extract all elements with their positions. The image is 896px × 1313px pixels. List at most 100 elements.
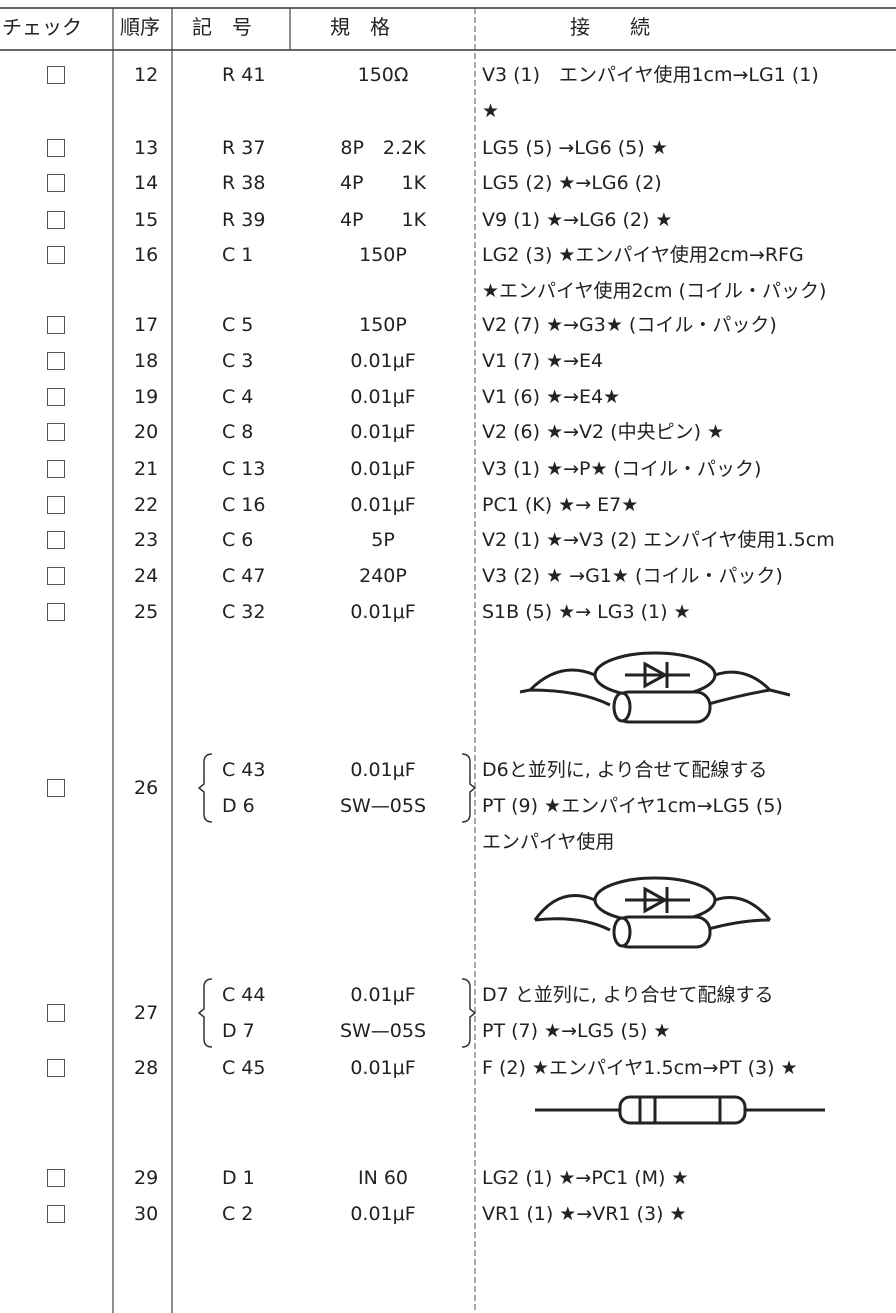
checkbox: [47, 603, 65, 621]
checkbox: [47, 1059, 65, 1077]
spec: 0.01μF: [350, 1203, 416, 1225]
symbol: R 41: [222, 64, 266, 86]
spec: 150Ω: [357, 64, 409, 86]
connection: LG2 (3) ★エンパイヤ使用2cm→RFG: [482, 244, 804, 266]
checkbox: [47, 246, 65, 264]
illustration-diode-capacitor: [519, 651, 791, 724]
header-order: 順序: [120, 15, 160, 39]
connection: V9 (1) ★→LG6 (2) ★: [482, 209, 673, 231]
connection: VR1 (1) ★→VR1 (3) ★: [482, 1203, 687, 1225]
order: 12: [134, 64, 159, 86]
checkbox: [47, 423, 65, 441]
checkbox: [47, 531, 65, 549]
connection: PC1 (K) ★→ E7★: [482, 494, 639, 516]
symbol: D 7: [222, 1020, 255, 1042]
spec: 0.01μF: [350, 494, 416, 516]
symbol: C 32: [222, 601, 266, 623]
bracket: [197, 978, 213, 1048]
order: 28: [134, 1057, 159, 1079]
order: 19: [134, 386, 159, 408]
order: 30: [134, 1203, 159, 1225]
connection: ★エンパイヤ使用2cm (コイル・パック): [482, 280, 827, 302]
symbol: R 37: [222, 137, 266, 159]
illustration-diode-capacitor: [533, 876, 772, 949]
connection: V3 (1) ★→P★ (コイル・パック): [482, 458, 762, 480]
order: 15: [134, 209, 159, 231]
connection: PT (7) ★→LG5 (5) ★: [482, 1020, 671, 1042]
spec: 0.01μF: [350, 421, 416, 443]
spec: 0.01μF: [350, 984, 416, 1006]
spec: 0.01μF: [350, 386, 416, 408]
header-connection: 接 続: [570, 15, 650, 39]
spec: IN 60: [357, 1167, 409, 1189]
checkbox: [47, 1169, 65, 1187]
checkbox: [47, 352, 65, 370]
spec: 5P: [371, 529, 395, 551]
connection: S1B (5) ★→ LG3 (1) ★: [482, 601, 691, 623]
symbol: C 4: [222, 386, 254, 408]
symbol: C 44: [222, 984, 266, 1006]
spec: 8P 2.2K: [340, 137, 426, 159]
order: 25: [134, 601, 159, 623]
checkbox: [47, 211, 65, 229]
order: 27: [134, 1002, 159, 1024]
order: 22: [134, 494, 159, 516]
header-check: チェック: [2, 15, 82, 39]
connection: V2 (1) ★→V3 (2) エンパイヤ使用1.5cm: [482, 529, 835, 551]
connection: V1 (6) ★→E4★: [482, 386, 621, 408]
spec: 0.01μF: [350, 458, 416, 480]
order: 14: [134, 172, 159, 194]
spec: 240P: [359, 565, 407, 587]
order: 16: [134, 244, 159, 266]
checkbox: [47, 139, 65, 157]
connection: PT (9) ★エンパイヤ1cm→LG5 (5): [482, 795, 783, 817]
symbol: D 6: [222, 795, 255, 817]
connection: V3 (2) ★ →G1★ (コイル・パック): [482, 565, 783, 587]
symbol: C 5: [222, 314, 254, 336]
order: 18: [134, 350, 159, 372]
connection: LG5 (2) ★→LG6 (2): [482, 172, 662, 194]
connection: エンパイヤ使用: [482, 831, 615, 853]
checkbox: [47, 1004, 65, 1022]
spec: 150P: [359, 244, 407, 266]
header-symbol: 記 号: [192, 15, 252, 39]
symbol: C 3: [222, 350, 254, 372]
symbol: C 45: [222, 1057, 266, 1079]
illustration-resistor: [535, 1095, 825, 1125]
checkbox: [47, 460, 65, 478]
symbol: C 43: [222, 759, 266, 781]
order: 23: [134, 529, 159, 551]
spec: 0.01μF: [350, 350, 416, 372]
order: 17: [134, 314, 159, 336]
connection: V2 (7) ★→G3★ (コイル・パック): [482, 314, 777, 336]
connection: V3 (1) エンパイヤ使用1cm→LG1 (1): [482, 64, 819, 86]
spec: 4P 1K: [339, 209, 427, 231]
symbol: C 47: [222, 565, 266, 587]
connection: F (2) ★エンパイヤ1.5cm→PT (3) ★: [482, 1057, 798, 1079]
symbol: D 1: [222, 1167, 255, 1189]
checkbox: [47, 388, 65, 406]
symbol: C 1: [222, 244, 254, 266]
checkbox: [47, 567, 65, 585]
connection: V1 (7) ★→E4: [482, 350, 604, 372]
symbol: C 2: [222, 1203, 254, 1225]
symbol: C 16: [222, 494, 266, 516]
spec: SW—05S: [339, 795, 427, 817]
connection: LG5 (5) →LG6 (5) ★: [482, 137, 668, 159]
symbol: R 38: [222, 172, 266, 194]
connection: D6と並列に, より合せて配線する: [482, 759, 768, 781]
symbol: C 13: [222, 458, 266, 480]
checkbox: [47, 174, 65, 192]
symbol: C 6: [222, 529, 254, 551]
bracket: [461, 753, 477, 823]
checkbox: [47, 316, 65, 334]
connection: LG2 (1) ★→PC1 (M) ★: [482, 1167, 689, 1189]
checkbox: [47, 496, 65, 514]
spec: 4P 1K: [339, 172, 427, 194]
symbol: R 39: [222, 209, 266, 231]
header-spec: 規 格: [330, 15, 390, 39]
order: 24: [134, 565, 159, 587]
spec: 150P: [359, 314, 407, 336]
order: 21: [134, 458, 159, 480]
